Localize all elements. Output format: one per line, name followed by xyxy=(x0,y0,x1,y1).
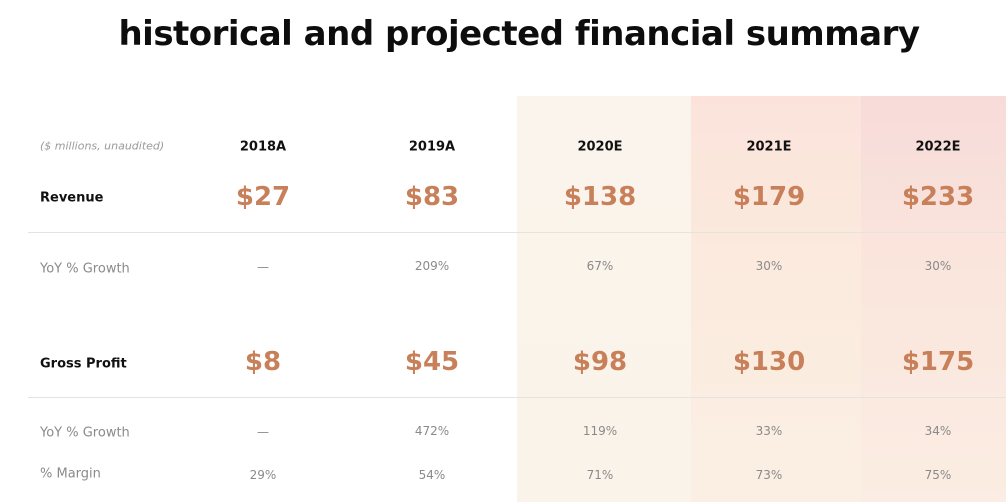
gross-profit-growth-value: 33% xyxy=(755,424,783,438)
gross-profit-value: $175 xyxy=(901,347,975,377)
row-label-revenue: Revenue xyxy=(40,190,104,206)
gross-profit-value: $8 xyxy=(244,347,282,377)
gross-profit-value: $98 xyxy=(572,347,628,377)
revenue-value: $233 xyxy=(901,182,975,212)
row-label-gross-profit-growth: YoY % Growth xyxy=(40,425,130,441)
gross-profit-growth-value: 119% xyxy=(582,424,618,438)
revenue-growth-value: 30% xyxy=(755,259,783,273)
units-note: ($ millions, unaudited) xyxy=(40,139,165,153)
gross-profit-value: $130 xyxy=(732,347,806,377)
margin-value: 73% xyxy=(755,468,783,482)
margin-value: 75% xyxy=(924,468,952,482)
year-header: 2022E xyxy=(915,139,961,155)
revenue-value: $27 xyxy=(235,182,291,212)
projection-column-bg-2021 xyxy=(691,96,861,502)
year-header: 2019A xyxy=(408,139,456,155)
gross-profit-growth-value: 34% xyxy=(924,424,952,438)
gross-profit-growth-value: — xyxy=(257,425,269,439)
margin-value: 29% xyxy=(249,468,277,482)
gross-profit-growth-value: 472% xyxy=(414,424,450,438)
row-divider xyxy=(28,232,1006,233)
revenue-growth-value: 67% xyxy=(586,259,614,273)
margin-value: 71% xyxy=(586,468,614,482)
page-title: historical and projected financial summa… xyxy=(118,14,920,54)
projection-column-bg-2020 xyxy=(517,96,691,502)
year-header: 2021E xyxy=(746,139,792,155)
row-label-gross-profit: Gross Profit xyxy=(40,356,127,372)
revenue-value: $179 xyxy=(732,182,806,212)
row-divider xyxy=(28,397,1006,398)
revenue-value: $83 xyxy=(404,182,460,212)
year-header: 2018A xyxy=(239,139,287,155)
margin-value: 54% xyxy=(418,468,446,482)
year-header: 2020E xyxy=(577,139,623,155)
row-label-revenue-growth: YoY % Growth xyxy=(40,261,130,277)
projection-column-bg-2022 xyxy=(861,96,1006,502)
revenue-growth-value: — xyxy=(257,260,269,274)
revenue-growth-value: 209% xyxy=(414,259,450,273)
row-label-margin: % Margin xyxy=(40,466,101,482)
revenue-value: $138 xyxy=(563,182,637,212)
revenue-growth-value: 30% xyxy=(924,259,952,273)
gross-profit-value: $45 xyxy=(404,347,460,377)
